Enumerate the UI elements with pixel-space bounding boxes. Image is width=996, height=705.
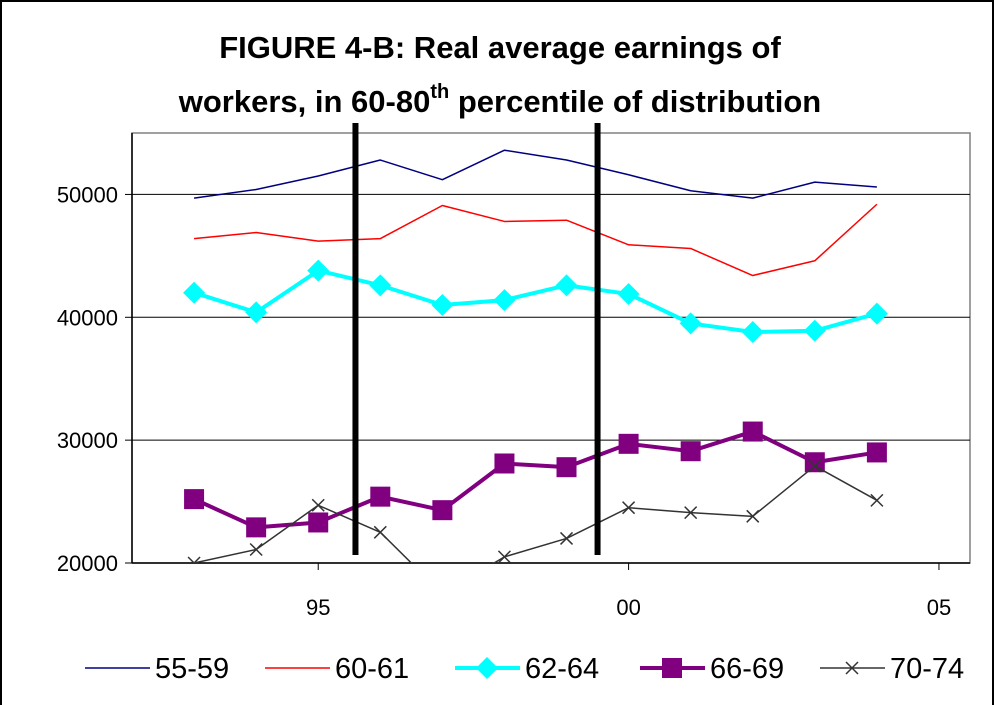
legend-marker: [845, 661, 859, 675]
marker: [493, 289, 516, 312]
x-tick-label: 00: [616, 595, 640, 620]
marker: [866, 442, 887, 463]
series-line: [194, 203, 878, 277]
marker: [432, 500, 453, 521]
marker: [555, 274, 578, 297]
marker: [494, 453, 515, 474]
legend-marker: [476, 657, 498, 679]
marker: [497, 550, 511, 563]
marker: [431, 294, 454, 316]
marker: [311, 498, 325, 512]
legend-label: 60-61: [335, 653, 409, 685]
marker: [742, 421, 763, 442]
marker: [741, 321, 764, 344]
legend-label: 70-74: [890, 653, 964, 685]
marker: [373, 525, 387, 539]
legend-label: 62-64: [525, 653, 599, 685]
marker: [803, 319, 826, 342]
title-part: percentile of distribution: [449, 84, 821, 119]
marker: [865, 302, 888, 325]
title-part: workers, in 60-80: [178, 84, 431, 119]
y-tick-label: 50000: [57, 182, 118, 207]
marker: [246, 517, 267, 538]
marker: [556, 457, 577, 478]
chart-title: FIGURE 4-B: Real average earnings of: [219, 30, 781, 65]
marker: [369, 274, 392, 297]
marker: [622, 501, 636, 515]
x-tick-label: 95: [306, 595, 330, 620]
y-tick-label: 30000: [57, 428, 118, 453]
title-superscript: th: [430, 81, 449, 103]
x-tick-label: 05: [927, 595, 951, 620]
marker: [746, 509, 760, 523]
marker: [804, 452, 825, 473]
marker: [808, 459, 822, 473]
marker: [249, 542, 263, 557]
plot-clip: [183, 149, 888, 563]
marker: [618, 433, 639, 454]
series-line: [193, 149, 877, 199]
marker: [559, 531, 574, 545]
marker: [187, 556, 201, 563]
chart-title: workers, in 60-80th percentile of distri…: [178, 81, 821, 119]
legend-marker: [662, 658, 682, 678]
marker: [684, 506, 698, 520]
series-line: [193, 465, 878, 563]
y-tick-label: 20000: [57, 551, 118, 576]
marker: [308, 512, 329, 533]
marker: [184, 489, 205, 510]
marker: [680, 441, 701, 462]
series-line: [193, 429, 878, 530]
y-tick-label: 40000: [57, 305, 118, 330]
legend-label: 55-59: [155, 653, 229, 685]
marker: [183, 281, 206, 304]
marker: [679, 312, 702, 335]
marker: [245, 301, 268, 324]
legend-label: 66-69: [710, 653, 784, 685]
marker: [370, 486, 391, 507]
marker: [617, 282, 640, 305]
marker: [307, 259, 330, 282]
marker: [870, 493, 884, 507]
